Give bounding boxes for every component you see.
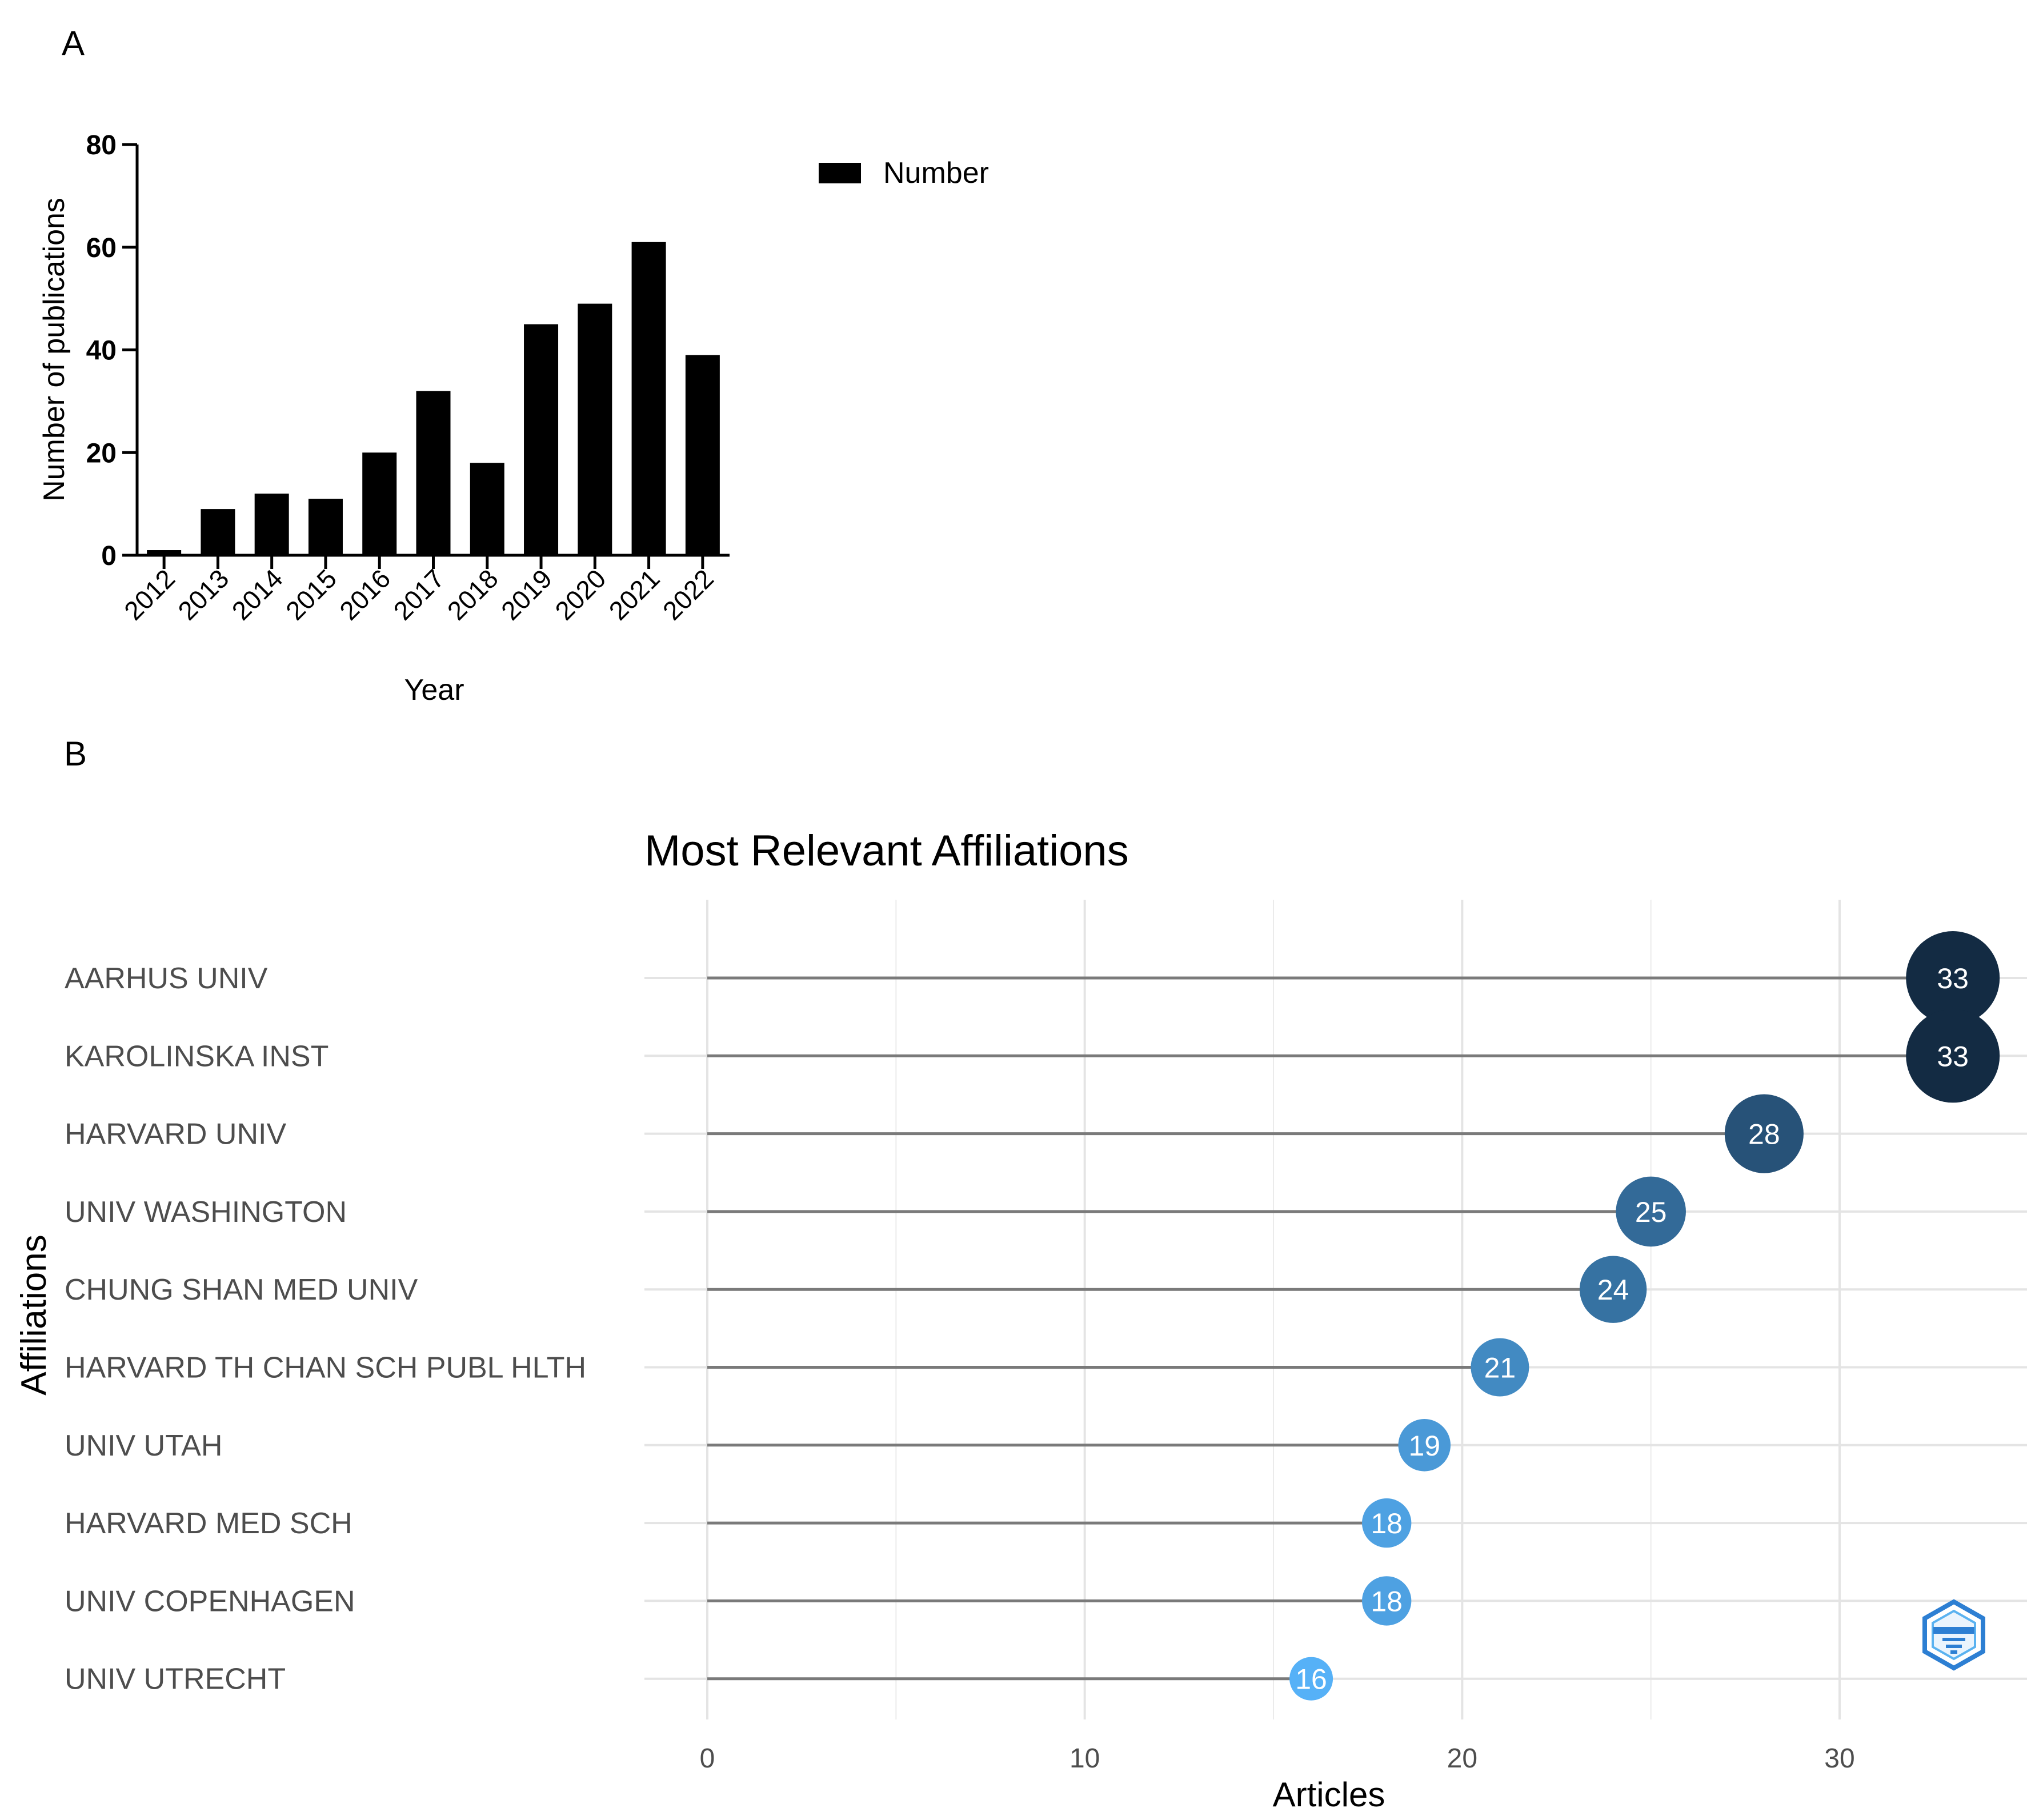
legend-label: Number [883,157,989,190]
x-tick-label: 2020 [549,563,611,626]
bar [470,463,504,555]
lollipop-dot [1362,1498,1412,1548]
lollipop-dot [1724,1094,1804,1173]
x-axis-title: Articles [1273,1775,1385,1814]
dot-value-label: 18 [1371,1585,1403,1617]
x-tick-label: 2018 [442,563,504,626]
x-tick-label: 20 [1447,1743,1477,1774]
x-tick-label: 2016 [334,563,396,626]
bar [308,499,343,555]
dot-value-label: 33 [1937,1040,1969,1072]
dot-value-label: 33 [1937,963,1969,995]
affiliations-lollipop-chart: 0 10 20 30 33 AARHUS UNIV 33 KAROLINSKA INST 28 H… [14,827,2027,1814]
x-tick-label: 2017 [387,563,450,626]
bar [578,303,612,555]
lollipop-dot [1362,1576,1412,1626]
lollipop-dot [1579,1256,1647,1323]
bar [685,355,720,555]
x-tick-label: 30 [1824,1743,1854,1774]
affiliation-label: AARHUS UNIV [65,962,268,995]
y-axis-title: Affiliations [14,1234,54,1395]
x-axis-title: Year [404,674,464,707]
y-axis-title: Number of publications [38,198,71,502]
bar [147,550,182,555]
x-tick-label: 0 [700,1743,715,1774]
x-tick-label: 2019 [495,563,558,626]
affiliation-label: UNIV WASHINGTON [65,1196,347,1229]
x-tick-label: 2013 [172,563,234,626]
legend-swatch [819,163,861,183]
bar [362,452,397,555]
dot-value-label: 25 [1635,1196,1667,1228]
lollipop-dot [1906,931,2000,1025]
dot-value-label: 28 [1748,1119,1780,1150]
dot-value-label: 21 [1484,1352,1516,1384]
affiliation-label: HARVARD UNIV [65,1118,286,1151]
x-tick-label: 2015 [280,563,342,626]
dot-value-label: 18 [1371,1508,1403,1540]
dot-value-label: 16 [1295,1663,1327,1695]
affiliation-label: KAROLINSKA INST [65,1040,329,1073]
affiliation-label: HARVARD TH CHAN SCH PUBL HLTH [65,1352,586,1385]
bar [416,391,451,555]
publications-bar-chart: 0 20 40 60 80 2012201320142015201620172018201… [38,130,989,707]
y-tick-label: 40 [86,336,117,366]
affiliation-label: CHUNG SHAN MED UNIV [65,1273,418,1306]
lollipop-dot [1289,1657,1333,1701]
x-tick-label: 2012 [118,563,181,626]
dot-value-label: 19 [1408,1430,1440,1462]
lollipop-dot [1906,1009,2000,1103]
bibliometrix-logo [1922,1599,1985,1671]
panel-label-b: B [64,735,87,773]
lollipop-dot [1398,1419,1451,1472]
x-tick-label: 2022 [657,563,719,626]
x-tick-label: 10 [1069,1743,1100,1774]
bar [201,509,235,555]
affiliation-label: UNIV UTRECHT [65,1663,286,1696]
affiliation-label: HARVARD MED SCH [65,1507,352,1540]
y-tick-label: 60 [86,233,117,263]
affiliation-label: UNIV UTAH [65,1429,222,1462]
x-tick-label: 2014 [226,563,289,626]
lollipop-dot [1471,1338,1529,1397]
y-tick-label: 0 [101,541,117,571]
bar [524,324,559,555]
y-tick-label: 80 [86,130,117,161]
panel-label-a: A [62,24,85,62]
affiliation-label: UNIV COPENHAGEN [65,1585,355,1618]
lollipop-dot [1616,1176,1686,1247]
chart-title: Most Relevant Affiliations [644,827,1129,875]
x-tick-label: 2021 [603,563,666,626]
dot-value-label: 24 [1597,1274,1629,1306]
bar [631,242,666,555]
y-tick-label: 20 [86,438,117,468]
bar [254,494,289,555]
